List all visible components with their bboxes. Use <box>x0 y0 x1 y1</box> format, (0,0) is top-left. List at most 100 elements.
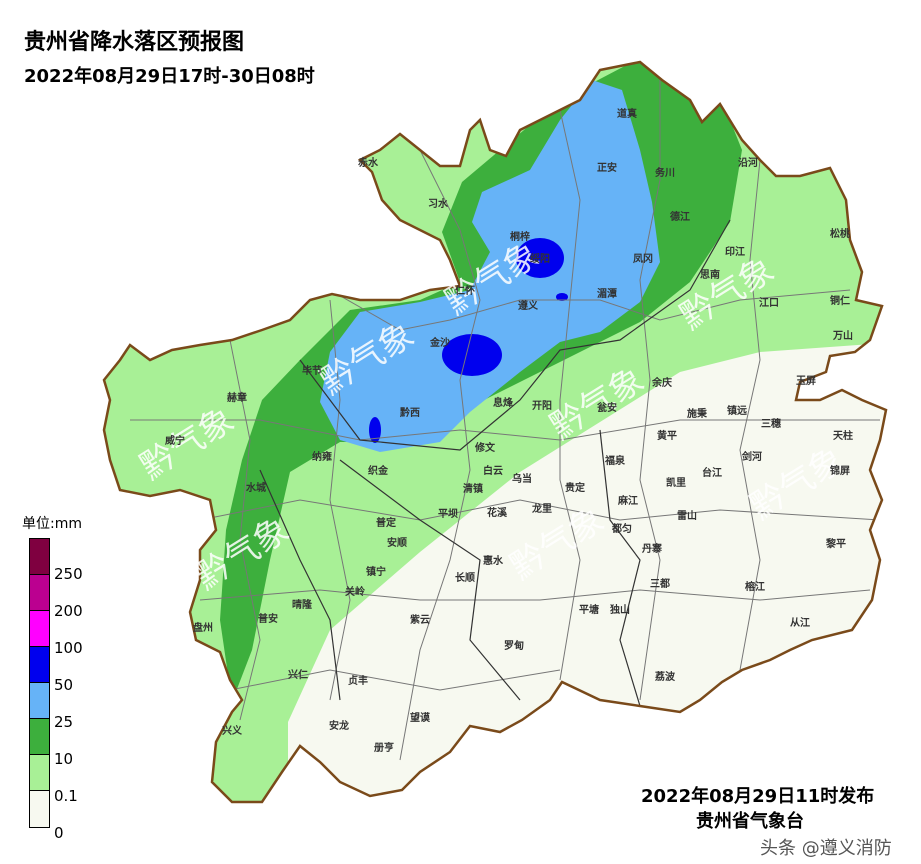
city-label: 福泉 <box>604 454 626 467</box>
city-label: 从江 <box>790 616 810 629</box>
city-label: 德江 <box>669 210 690 223</box>
zone-25-50mm <box>320 80 660 452</box>
city-label: 松桃 <box>830 227 850 240</box>
city-label: 凤冈 <box>633 253 653 265</box>
city-label: 思南 <box>700 268 720 281</box>
county-boundaries <box>130 80 881 761</box>
city-label: 惠水 <box>483 554 504 567</box>
city-label: 黎平 <box>826 537 846 550</box>
legend-swatch <box>30 683 49 719</box>
city-label: 桐梓 <box>510 230 530 243</box>
city-label: 长顺 <box>455 571 475 584</box>
city-label: 凯里 <box>666 476 686 489</box>
city-label: 龙里 <box>531 502 552 515</box>
city-label: 兴义 <box>222 724 243 737</box>
city-label: 平坝 <box>438 507 458 520</box>
city-label: 道真 <box>617 107 637 120</box>
legend-swatch <box>30 719 49 755</box>
city-label: 黔西 <box>400 406 420 419</box>
credit-watermark: 头条 @遵义消防 <box>760 838 892 859</box>
issued-time: 2022年08月29日11时发布 <box>641 786 875 807</box>
city-label: 盘州 <box>193 621 213 634</box>
city-label: 晴隆 <box>292 598 313 611</box>
city-label: 镇宁 <box>366 565 386 578</box>
city-label: 剑河 <box>741 450 762 463</box>
city-label: 习水 <box>428 197 449 210</box>
city-label: 都匀 <box>611 522 632 535</box>
city-label: 正安 <box>597 161 617 174</box>
legend-swatch <box>30 755 49 791</box>
legend-swatch <box>30 647 49 683</box>
legend-swatch <box>30 791 49 827</box>
city-label: 安顺 <box>387 536 407 549</box>
city-label: 赤水 <box>358 156 379 169</box>
zone-50-100mm <box>369 417 381 443</box>
legend-label: 250 <box>54 565 83 583</box>
city-label: 丹寨 <box>642 542 662 555</box>
zone-50-100mm <box>442 334 502 376</box>
legend-label: 50 <box>54 676 74 694</box>
city-label: 贵定 <box>565 481 585 494</box>
city-label: 瓮安 <box>597 401 617 414</box>
city-label: 万山 <box>832 329 853 342</box>
legend-swatch <box>30 611 49 647</box>
legend-label: 200 <box>54 602 83 620</box>
city-label: 仁怀 <box>455 284 475 297</box>
city-label: 黄平 <box>657 429 677 442</box>
city-label: 紫云 <box>410 613 430 626</box>
city-label: 遵义 <box>518 299 539 312</box>
prefecture-boundaries <box>259 219 731 707</box>
city-label: 雷山 <box>677 509 697 522</box>
city-label: 乌当 <box>512 472 532 485</box>
city-label: 花溪 <box>487 506 508 519</box>
city-label: 台江 <box>702 466 722 479</box>
city-label: 册亨 <box>374 741 394 754</box>
city-label: 湄潭 <box>597 287 617 300</box>
city-label: 安龙 <box>329 719 349 732</box>
city-label: 望谟 <box>410 711 431 724</box>
city-label: 息烽 <box>493 396 514 409</box>
legend-label: 10 <box>54 750 74 768</box>
city-label: 天柱 <box>833 429 853 442</box>
forecast-period: 2022年08月29日17时-30日08时 <box>24 66 315 87</box>
zone-50-100mm <box>556 293 568 301</box>
legend-label: 0.1 <box>54 787 78 805</box>
legend-colorbar <box>29 538 50 828</box>
city-label: 麻江 <box>617 494 638 507</box>
map-title: 贵州省降水落区预报图 <box>24 30 245 55</box>
legend-label: 25 <box>54 713 74 731</box>
city-label: 织金 <box>368 464 389 477</box>
city-label: 荔波 <box>654 670 676 683</box>
city-label: 务川 <box>655 166 675 179</box>
city-label: 三都 <box>650 577 670 590</box>
city-label: 普定 <box>376 516 396 529</box>
city-label: 独山 <box>610 603 630 616</box>
city-label: 印江 <box>725 245 745 258</box>
city-label: 水城 <box>245 481 266 494</box>
city-label: 修文 <box>474 441 496 454</box>
city-label: 金沙 <box>429 336 450 349</box>
city-label: 普安 <box>258 612 278 625</box>
city-label: 平塘 <box>579 603 599 616</box>
city-label: 纳雍 <box>312 450 332 463</box>
legend-swatch <box>30 575 49 611</box>
city-label: 余庆 <box>651 376 672 389</box>
legend-label: 0 <box>54 824 64 842</box>
city-label: 三穗 <box>761 417 781 430</box>
city-label: 威宁 <box>165 434 185 447</box>
city-label: 开阳 <box>532 400 552 412</box>
city-label: 白云 <box>483 464 503 477</box>
city-label: 沿河 <box>738 156 758 169</box>
agency-name: 贵州省气象台 <box>696 811 804 832</box>
city-label: 赫章 <box>227 391 247 404</box>
city-label: 绥阳 <box>530 252 550 265</box>
city-label: 关岭 <box>345 585 365 598</box>
legend-label: 100 <box>54 639 83 657</box>
city-label: 镇远 <box>727 404 747 417</box>
zone-50-100mm <box>516 238 564 278</box>
city-label: 榕江 <box>745 580 765 593</box>
city-label: 铜仁 <box>830 294 850 307</box>
city-label: 兴仁 <box>288 668 308 681</box>
